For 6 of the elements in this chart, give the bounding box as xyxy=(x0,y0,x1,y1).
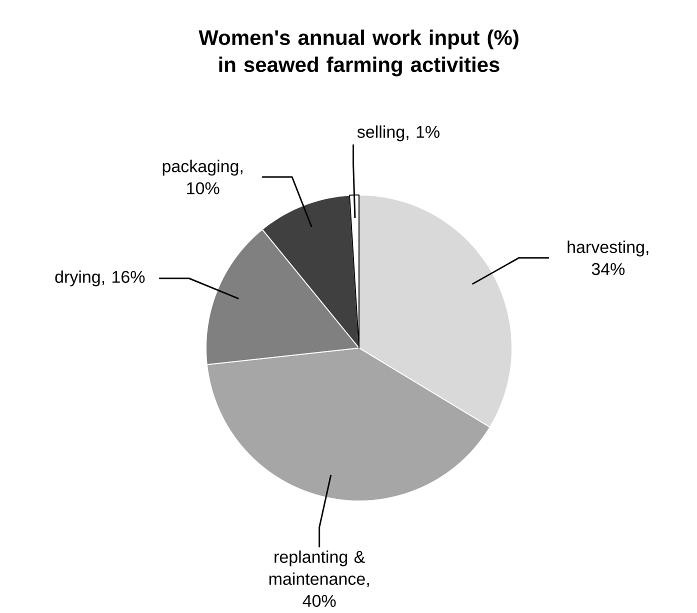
slice-label: selling xyxy=(357,125,404,142)
chart-title: Women's annual work input (%) in seawed farming activities xyxy=(198,30,518,76)
slice-label: drying xyxy=(55,270,100,286)
data-label: , 16% xyxy=(102,270,145,285)
slice-label: replanting & maintenance xyxy=(269,550,365,585)
data-label: , 1% xyxy=(406,126,440,140)
